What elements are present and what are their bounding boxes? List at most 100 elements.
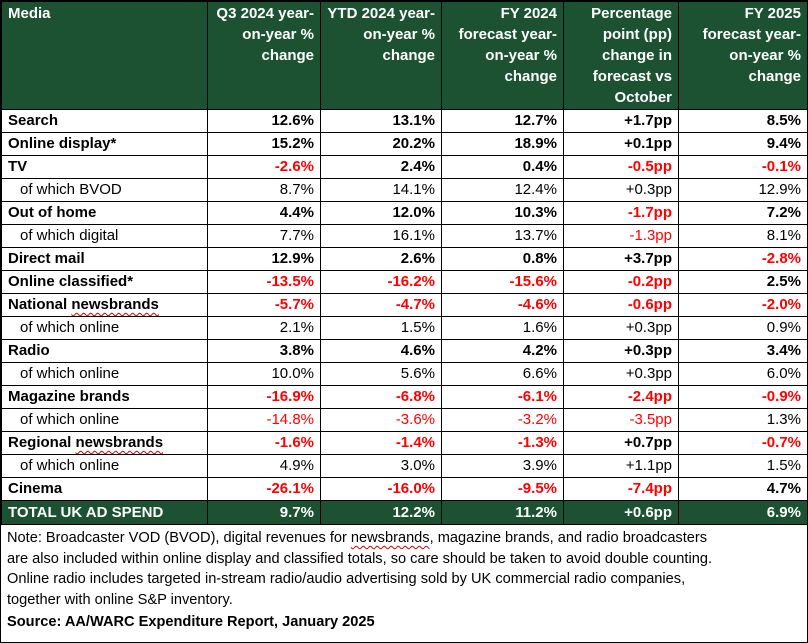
cell-value: 3.4% [678,339,808,363]
table-row: Radio 3.8% 4.6% 4.2% +0.3pp 3.4% [1,339,808,363]
cell-value: -1.3pp [563,224,679,248]
table-row: of which online 10.0% 5.6% 6.6% +0.3pp 6.0% [1,362,808,386]
ad-spend-table: Media Q3 2024 year-on-year % change YTD … [1,1,808,525]
header-ytd: YTD 2024 year-on-year % change [320,1,442,110]
table-row: of which online -14.8% -3.6% -3.2% -3.5pp 1.3… [1,408,808,432]
cell-value: -2.6% [207,155,321,179]
cell-value: -1.4% [320,431,442,455]
table-row: Cinema -26.1% -16.0% -9.5% -7.4pp 4.7% [1,477,808,501]
cell-value: 2.4% [320,155,442,179]
row-label: of which online [1,316,208,340]
cell-value: 12.4% [441,178,564,202]
row-label: Regional newsbrands [1,431,208,455]
cell-value: 10.3% [441,201,564,225]
row-label: of which digital [1,224,208,248]
cell-value: +0.1pp [563,132,679,156]
row-label: National newsbrands [1,293,208,317]
cell-value: -0.2pp [563,270,679,294]
cell-value: 15.2% [207,132,321,156]
row-label: Search [1,109,208,133]
header-media: Media [1,1,208,110]
table-row: Out of home 4.4% 12.0% 10.3% -1.7pp 7.2% [1,201,808,225]
cell-value: 0.8% [441,247,564,271]
row-label: of which online [1,408,208,432]
cell-value: -13.5% [207,270,321,294]
cell-value: -0.7% [678,431,808,455]
cell-value: 12.6% [207,109,321,133]
cell-value: -16.9% [207,385,321,409]
cell-value: -2.0% [678,293,808,317]
cell-value: 4.2% [441,339,564,363]
cell-value: 0.9% [678,316,808,340]
table-row: Online display* 15.2% 20.2% 18.9% +0.1pp 9.4% [1,132,808,156]
footnote-line: together with online S&P inventory. [7,591,233,608]
table-body: Search 12.6% 13.1% 12.7% +1.7pp 8.5% Online di… [1,109,808,525]
cell-value: +1.7pp [563,109,679,133]
row-label: Online display* [1,132,208,156]
total-value: 11.2% [441,500,564,525]
header-pp-change: Percentage point (pp) change in forecast… [563,1,679,110]
table-row: National newsbrands -5.7% -4.7% -4.6% -0.6pp… [1,293,808,317]
row-label-part: newsbrands [75,434,164,451]
cell-value: 2.1% [207,316,321,340]
cell-value: +0.3pp [563,316,679,340]
cell-value: -1.7pp [563,201,679,225]
cell-value: 9.4% [678,132,808,156]
cell-value: 13.1% [320,109,442,133]
footnote-line: Online radio includes targeted in-stream… [7,571,686,587]
cell-value: 12.9% [207,247,321,271]
cell-value: -1.3% [441,431,564,455]
total-row: TOTAL UK AD SPEND 9.7% 12.2% 11.2% +0.6pp 6.9… [1,500,808,525]
cell-value: -7.4pp [563,477,679,501]
header-q3: Q3 2024 year-on-year % change [207,1,321,110]
cell-value: +0.3pp [563,362,679,386]
cell-value: -1.6% [207,431,321,455]
table-row: Direct mail 12.9% 2.6% 0.8% +3.7pp -2.8% [1,247,808,271]
footnote-part: newsbrands [350,530,430,546]
cell-value: 18.9% [441,132,564,156]
row-label: Radio [1,339,208,363]
table-row: TV -2.6% 2.4% 0.4% -0.5pp -0.1% [1,155,808,179]
row-label: Direct mail [1,247,208,271]
cell-value: +0.3pp [563,339,679,363]
cell-value: -0.5pp [563,155,679,179]
cell-value: 1.5% [320,316,442,340]
cell-value: 1.5% [678,454,808,478]
cell-value: 12.0% [320,201,442,225]
cell-value: -2.8% [678,247,808,271]
cell-value: 8.1% [678,224,808,248]
table-row: Magazine brands -16.9% -6.8% -6.1% -2.4pp -0.… [1,385,808,409]
cell-value: 5.6% [320,362,442,386]
table-row: of which online 4.9% 3.0% 3.9% +1.1pp 1.5% [1,454,808,478]
cell-value: 8.5% [678,109,808,133]
table-row: of which BVOD 8.7% 14.1% 12.4% +0.3pp 12.9% [1,178,808,202]
total-value: 12.2% [320,500,442,525]
row-label: of which online [1,454,208,478]
cell-value: 3.0% [320,454,442,478]
row-label: Out of home [1,201,208,225]
cell-value: +0.7pp [563,431,679,455]
footnote-line: are also included within online display … [7,550,713,567]
cell-value: -0.9% [678,385,808,409]
cell-value: -16.0% [320,477,442,501]
cell-value: 12.9% [678,178,808,202]
cell-value: 13.7% [441,224,564,248]
cell-value: +1.1pp [563,454,679,478]
total-value: 6.9% [678,500,808,525]
cell-value: 7.2% [678,201,808,225]
cell-value: -6.8% [320,385,442,409]
total-value: +0.6pp [563,500,679,525]
cell-value: 14.1% [320,178,442,202]
cell-value: 1.6% [441,316,564,340]
row-label: TV [1,155,208,179]
cell-value: 16.1% [320,224,442,248]
table-row: Online classified* -13.5% -16.2% -15.6% -0.2… [1,270,808,294]
cell-value: 6.6% [441,362,564,386]
cell-value: 3.9% [441,454,564,478]
cell-value: -3.5pp [563,408,679,432]
cell-value: -3.6% [320,408,442,432]
cell-value: -6.1% [441,385,564,409]
cell-value: 4.7% [678,477,808,501]
footnote-part: Note: Broadcaster VOD (BVOD), digital re… [7,530,351,546]
